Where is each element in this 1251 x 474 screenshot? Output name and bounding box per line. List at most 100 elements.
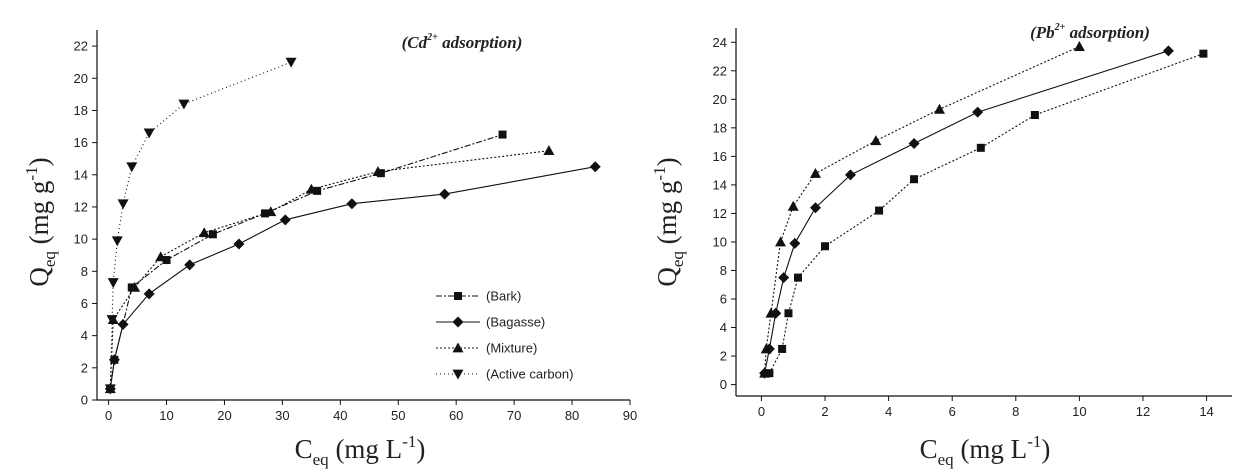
data-point: [875, 206, 884, 215]
data-point: [108, 354, 120, 366]
data-point: [313, 186, 322, 195]
y-tick-label: 24: [713, 35, 727, 50]
y-tick-label: 20: [74, 71, 88, 86]
chart-panel-1: 0 10 20 30 40 50 60 70 80 90 0 2 4 6 8 10 12 14 16 18 20 22 Qe…: [22, 30, 637, 469]
data-point: [821, 242, 830, 251]
y-label-main: Q: [652, 267, 682, 287]
data-point: [106, 315, 118, 326]
y-axis-label: Qeq (mg g-1): [650, 157, 687, 286]
data-point: [1073, 41, 1085, 51]
y-axis-label: Qeq (mg g-1): [22, 157, 59, 286]
x-tick-label: 30: [275, 408, 289, 423]
x-label-main: C: [920, 434, 938, 464]
x-tick-label: 0: [105, 408, 112, 423]
x-tick-label: 10: [1072, 404, 1086, 419]
x-label-rest: (mg L: [954, 434, 1028, 464]
series-line: [109, 61, 292, 389]
data-point: [787, 200, 799, 211]
y-label-close: ): [24, 157, 54, 166]
x-tick-label: 6: [949, 404, 956, 419]
y-label-rest: (mg g: [652, 181, 682, 252]
annotation-rest: adsorption): [438, 33, 523, 52]
y-tick-label: 14: [74, 167, 88, 182]
legend-swatch-marker: [452, 369, 464, 380]
data-point: [346, 198, 358, 210]
data-point: [778, 272, 790, 284]
data-point: [784, 309, 793, 318]
data-point: [910, 175, 919, 184]
data-point: [129, 281, 141, 292]
data-point: [498, 130, 507, 139]
x-label-main: C: [295, 434, 313, 464]
y-tick-label: 0: [720, 377, 727, 392]
y-tick-label: 8: [81, 264, 88, 279]
series-line: [768, 53, 1204, 374]
x-label-sup: -1: [402, 432, 416, 451]
data-point: [372, 166, 384, 176]
y-tick-label: 10: [74, 232, 88, 247]
x-label-close: ): [1041, 434, 1050, 464]
x-label-close: ): [416, 434, 425, 464]
x-tick-label: 40: [333, 408, 347, 423]
x-tick-label: 70: [507, 408, 521, 423]
data-point: [285, 57, 297, 68]
y-tick-label: 10: [713, 234, 727, 249]
y-tick-label: 22: [713, 63, 727, 78]
series-triangle-down: [104, 57, 297, 395]
series-diamond: [104, 161, 601, 395]
y-tick-label: 2: [720, 349, 727, 364]
data-point: [111, 236, 123, 247]
annotation-base: (Pb: [1030, 23, 1055, 42]
x-tick-label: 8: [1012, 404, 1019, 419]
data-point: [778, 344, 787, 353]
data-point: [976, 143, 985, 152]
data-point: [184, 259, 196, 271]
adsorption-annotation: (Cd2+ adsorption): [402, 32, 523, 52]
y-tick-label: 2: [81, 360, 88, 375]
x-tick-label: 4: [885, 404, 892, 419]
y-tick-label: 6: [720, 292, 727, 307]
series-diamond: [759, 45, 1174, 379]
y-label-sup: -1: [650, 166, 669, 180]
series-line: [764, 45, 1080, 374]
legend-swatch-marker: [452, 316, 464, 328]
y-label-sub: eq: [668, 251, 687, 268]
legend-swatch-marker: [452, 342, 464, 353]
x-tick-label: 14: [1199, 404, 1213, 419]
data-point: [143, 128, 155, 139]
x-tick-label: 2: [821, 404, 828, 419]
series-line: [109, 166, 596, 389]
data-point: [794, 273, 802, 282]
x-label-rest: (mg L: [329, 434, 403, 464]
y-tick-label: 16: [713, 149, 727, 164]
series-line: [764, 50, 1169, 374]
y-tick-label: 12: [713, 206, 727, 221]
x-tick-label: 50: [391, 408, 405, 423]
x-tick-label: 12: [1136, 404, 1150, 419]
y-tick-label: 4: [720, 320, 727, 335]
data-point: [208, 230, 217, 239]
data-point: [178, 99, 190, 110]
adsorption-annotation: (Pb2+ adsorption): [1030, 22, 1150, 42]
y-label-rest: (mg g: [24, 181, 54, 252]
x-tick-label: 60: [449, 408, 463, 423]
series-square: [106, 130, 507, 393]
data-point: [265, 206, 277, 217]
data-point: [143, 288, 155, 300]
y-label-main: Q: [24, 267, 54, 287]
data-point: [117, 199, 129, 210]
data-point: [233, 238, 245, 250]
data-point: [107, 278, 119, 289]
y-tick-label: 16: [74, 135, 88, 150]
y-label-close: ): [652, 157, 682, 166]
y-label-sup: -1: [22, 166, 41, 180]
series-line: [109, 150, 549, 389]
data-point: [765, 307, 777, 318]
legend-label: (Bagasse): [486, 315, 545, 330]
annotation-sup: 2+: [1054, 22, 1066, 33]
data-point: [1162, 45, 1174, 57]
legend-label: (Mixture): [486, 341, 537, 356]
data-point: [126, 162, 138, 173]
